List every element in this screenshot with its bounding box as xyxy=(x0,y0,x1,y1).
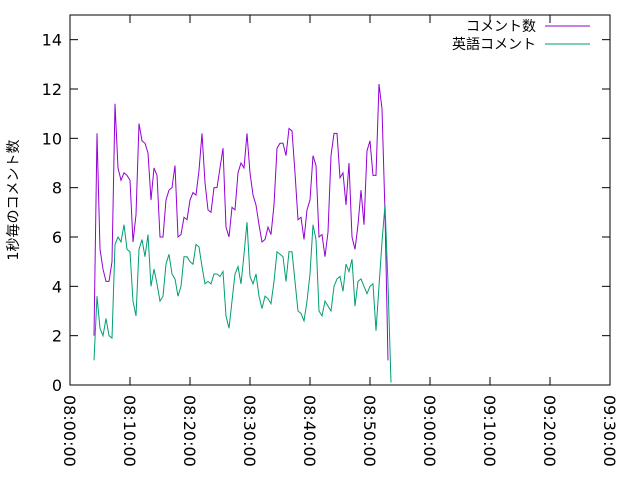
y-axis-label: 1秒毎のコメント数 xyxy=(6,140,22,261)
y-tick-label-3: 6 xyxy=(52,228,62,247)
y-tick-label-7: 14 xyxy=(42,31,62,50)
x-tick-label-7: 09:10:00 xyxy=(480,395,499,467)
series-line-1 xyxy=(93,204,392,383)
x-tick-label-2: 08:20:00 xyxy=(180,395,199,467)
x-tick-label-4: 08:40:00 xyxy=(300,395,319,467)
x-tick-label-6: 09:00:00 xyxy=(420,395,439,467)
plot-border xyxy=(69,14,611,386)
x-tick-label-0: 08:00:00 xyxy=(60,395,79,467)
y-tick-label-5: 10 xyxy=(42,129,62,148)
x-tick-label-3: 08:30:00 xyxy=(240,395,259,467)
y-tick-label-2: 4 xyxy=(52,277,62,296)
legend-label-1: 英語コメント xyxy=(452,36,536,53)
x-tick-label-8: 09:20:00 xyxy=(540,395,559,467)
x-tick-label-5: 08:50:00 xyxy=(360,395,379,467)
legend-label-0: コメント数 xyxy=(466,19,536,35)
ticks: 0 2 4 6 8 10 12 14 08:00:00 08:10:00 08:20:00 08:30… xyxy=(42,15,619,467)
x-tick-label-1: 08:10:00 xyxy=(120,395,139,467)
series-line-0 xyxy=(93,84,389,361)
y-tick-label-0: 0 xyxy=(52,376,62,395)
y-tick-label-4: 8 xyxy=(52,179,62,198)
y-tick-label-1: 2 xyxy=(52,327,62,346)
x-tick-label-9: 09:30:00 xyxy=(600,395,619,467)
series-layer xyxy=(93,84,392,383)
y-tick-label-6: 12 xyxy=(42,80,62,99)
